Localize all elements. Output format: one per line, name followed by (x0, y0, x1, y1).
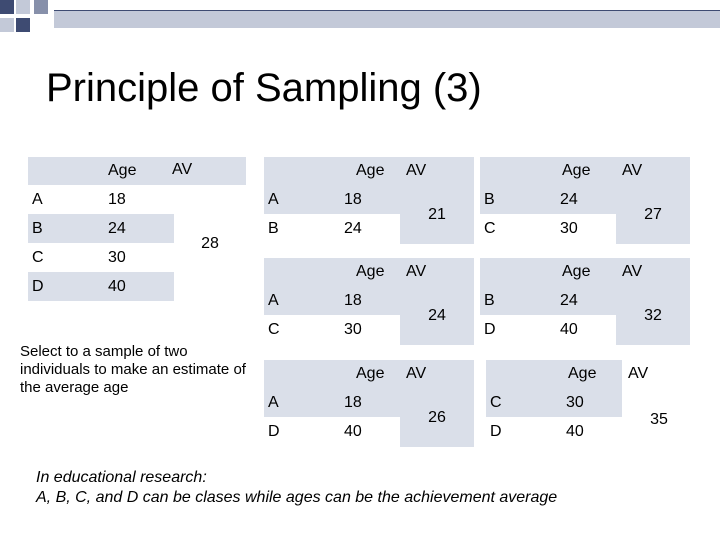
table-header-row: Age AV (264, 360, 474, 388)
row-age: 40 (344, 422, 362, 440)
population-av-value: 28 (174, 186, 246, 302)
row-name: B (484, 190, 495, 208)
row-age: 40 (108, 277, 126, 295)
header-av: AV (622, 162, 643, 179)
row-name: C (268, 320, 280, 338)
row-name: A (268, 190, 279, 208)
table-row: C 30 (486, 388, 622, 417)
page-title: Principle of Sampling (3) (46, 66, 482, 110)
row-age: 30 (566, 393, 584, 411)
header-av: AV (406, 263, 427, 280)
sample-av-value: 24 (400, 287, 474, 345)
header-age: Age (562, 263, 591, 280)
header-age: Age (356, 365, 385, 382)
row-name: C (32, 248, 44, 266)
sample-av-value: 27 (616, 186, 690, 244)
row-age: 18 (108, 190, 126, 208)
row-age: 24 (560, 190, 578, 208)
header-av: AV (622, 263, 643, 280)
footer-note: In educational research: A, B, C, and D … (36, 468, 557, 508)
table-header-row: Age AV (480, 157, 690, 185)
row-name: D (32, 277, 44, 295)
table-row: D 40 (28, 272, 174, 301)
footer-line-2: A, B, C, and D can be clases while ages … (36, 489, 558, 506)
table-header-row: Age (28, 157, 246, 185)
row-name: D (490, 422, 502, 440)
header-age: Age (356, 263, 385, 280)
sample-av-value: 26 (400, 389, 474, 447)
header-av: AV (406, 365, 427, 382)
sample-av-value: 32 (616, 287, 690, 345)
row-age: 18 (344, 393, 362, 411)
row-name: A (268, 393, 279, 411)
sampling-note: Select to a sample of two individuals to… (20, 343, 246, 396)
row-age: 24 (108, 219, 126, 237)
header-age: Age (108, 162, 137, 179)
table-header-row: Age AV (264, 258, 474, 286)
header-age: Age (356, 162, 385, 179)
population-av-header: AV (172, 161, 193, 178)
row-age: 24 (344, 219, 362, 237)
row-name: D (268, 422, 280, 440)
row-name: B (484, 291, 495, 309)
header-av: AV (406, 162, 427, 179)
header-age: Age (562, 162, 591, 179)
sample-av-value: 35 (628, 392, 690, 448)
row-age: 30 (560, 219, 578, 237)
sample-av-header: AV (628, 365, 649, 382)
footer-line-1: In educational research: (36, 469, 207, 486)
table-header-row: Age (486, 360, 622, 388)
header-age: Age (568, 365, 597, 382)
row-age: 24 (560, 291, 578, 309)
row-name: A (268, 291, 279, 309)
row-age: 18 (344, 190, 362, 208)
table-row: A 18 (28, 185, 174, 214)
row-age: 40 (566, 422, 584, 440)
row-name: B (32, 219, 43, 237)
table-header-row: Age AV (480, 258, 690, 286)
sample-av-value: 21 (400, 186, 474, 244)
row-age: 30 (344, 320, 362, 338)
decorative-header-squares (0, 0, 720, 32)
row-age: 40 (560, 320, 578, 338)
row-name: B (268, 219, 279, 237)
row-name: A (32, 190, 43, 208)
row-name: C (484, 219, 496, 237)
table-row: B 24 (28, 214, 174, 243)
row-age: 18 (344, 291, 362, 309)
table-header-row: Age AV (264, 157, 474, 185)
row-name: D (484, 320, 496, 338)
population-table: Age A 18 B 24 C 30 D 40 (28, 157, 246, 301)
table-row: D 40 (486, 417, 622, 446)
row-age: 30 (108, 248, 126, 266)
sample-table-6: Age C 30 D 40 (486, 360, 690, 446)
table-row: C 30 (28, 243, 174, 272)
row-name: C (490, 393, 502, 411)
